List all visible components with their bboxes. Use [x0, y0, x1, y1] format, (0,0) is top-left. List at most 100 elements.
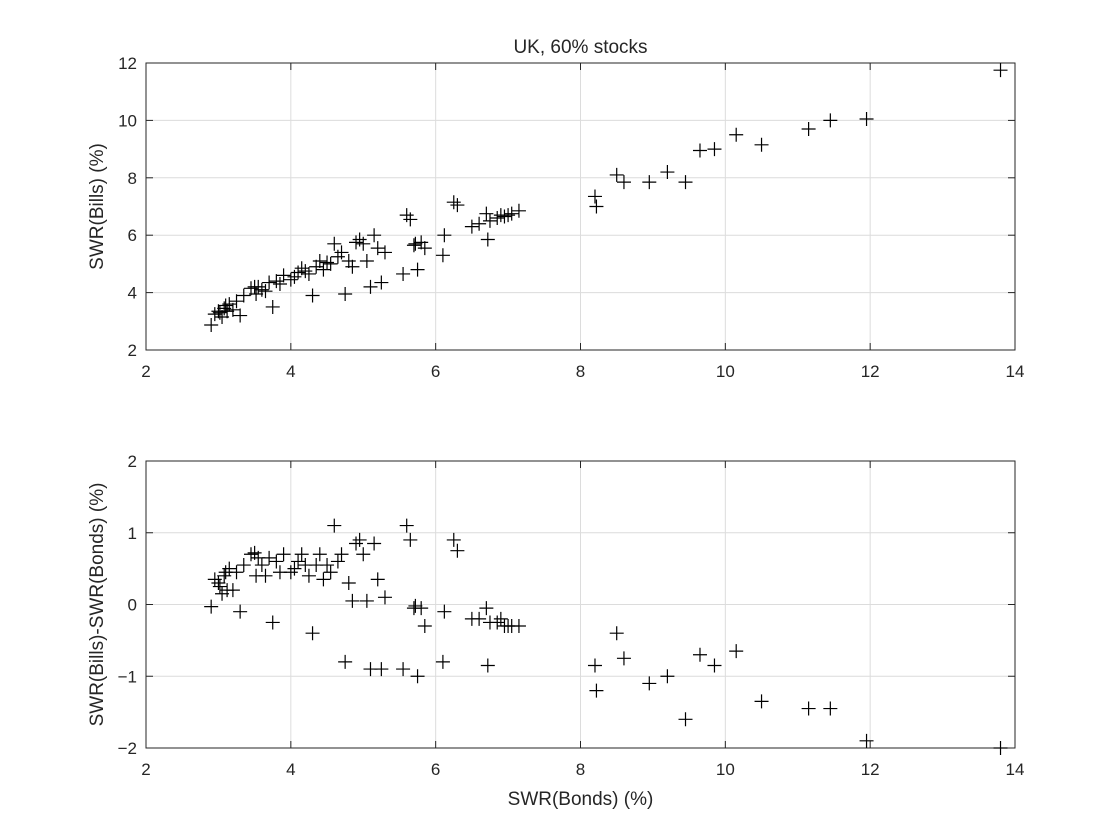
top-data-point: [464, 219, 479, 234]
bottom-y-tick-label: 0: [128, 596, 137, 615]
bottom-data-point: [345, 593, 360, 608]
top-data-point: [320, 255, 335, 270]
top-data-point: [225, 302, 240, 317]
top-data-point: [229, 294, 244, 309]
bottom-data-point: [287, 561, 302, 576]
bottom-data-point: [692, 647, 707, 662]
bottom-data-point: [589, 683, 604, 698]
bottom-data-point: [338, 654, 353, 669]
bottom-data-point: [217, 568, 232, 583]
top-data-point: [312, 254, 327, 269]
bottom-x-tick-label: 14: [1006, 760, 1025, 779]
bottom-data-point: [233, 604, 248, 619]
bottom-data-point: [294, 547, 309, 562]
bottom-data-point: [678, 712, 693, 727]
bottom-grid: [146, 461, 1015, 748]
bottom-data-point: [823, 701, 838, 716]
top-y-axis-label: SWR(Bills) (%): [87, 143, 108, 270]
bottom-data-point: [276, 547, 291, 562]
top-data-point: [363, 279, 378, 294]
top-data-point: [204, 318, 219, 333]
top-data-point: [504, 206, 519, 221]
top-data-point: [410, 262, 425, 277]
bottom-data-point: [408, 598, 423, 613]
top-plot-title: UK, 60% stocks: [513, 37, 647, 58]
top-data-point: [251, 279, 266, 294]
bottom-data-point: [327, 518, 342, 533]
top-data-point: [220, 304, 235, 319]
top-data-point: [450, 198, 465, 213]
bottom-y-tick-label: −1: [118, 667, 137, 686]
top-data-point: [414, 235, 429, 250]
bottom-data-point: [642, 676, 657, 691]
top-data-point: [660, 165, 675, 180]
bottom-x-tick-label: 12: [861, 760, 880, 779]
top-data-point: [356, 236, 371, 251]
bottom-data-point: [609, 626, 624, 641]
bottom-data-point: [244, 547, 259, 562]
top-data-point: [269, 274, 284, 289]
top-x-tick-label: 2: [141, 362, 150, 381]
bottom-data-point: [493, 611, 508, 626]
bottom-data-point: [417, 619, 432, 634]
bottom-data-point: [330, 554, 345, 569]
top-data-point: [272, 276, 287, 291]
bottom-data-point: [236, 558, 251, 573]
top-data-point: [707, 142, 722, 157]
top-x-tick-label: 10: [716, 362, 735, 381]
top-data-point: [370, 241, 385, 256]
top-scatter-plot: UK, 60% stocks 2 4 6 8 10 12 14 2 4 6 8 10 12 SWR(Bi…: [87, 37, 1024, 381]
top-data-point: [345, 259, 360, 274]
bottom-data-point: [754, 694, 769, 709]
top-data-point: [403, 212, 418, 227]
top-data-point: [283, 272, 298, 287]
bottom-data-point: [801, 701, 816, 716]
bottom-data-point: [225, 583, 240, 598]
top-data-point: [490, 210, 505, 225]
top-data-point: [754, 137, 769, 152]
top-data-point: [678, 175, 693, 190]
bottom-data-point: [396, 662, 411, 677]
bottom-data-point: [729, 644, 744, 659]
bottom-data-point: [356, 547, 371, 562]
top-data-point: [435, 248, 450, 263]
top-x-tick-label: 6: [431, 362, 440, 381]
top-data-point: [446, 195, 461, 210]
bottom-x-tick-label: 6: [431, 760, 440, 779]
bottom-y-tick-label: 2: [128, 452, 137, 471]
bottom-data-point: [472, 611, 487, 626]
top-data-point: [729, 127, 744, 142]
bottom-data-point: [993, 741, 1008, 755]
bottom-y-tick-label: −2: [118, 739, 137, 758]
top-data-point: [236, 288, 251, 303]
top-data-point: [511, 203, 526, 218]
bottom-x-tick-label: 2: [141, 760, 150, 779]
bottom-data-point: [211, 575, 226, 590]
top-data-point: [294, 261, 309, 276]
bottom-data-point: [480, 658, 495, 673]
bottom-data-point: [660, 669, 675, 684]
top-data-point: [316, 262, 331, 277]
top-grid: [146, 63, 1015, 350]
bottom-data-point: [437, 604, 452, 619]
top-data-point: [334, 245, 349, 260]
bottom-data-point: [262, 550, 277, 565]
top-x-tick-label: 12: [861, 362, 880, 381]
bottom-x-tick-label: 10: [716, 760, 735, 779]
bottom-data-point: [212, 579, 227, 594]
bottom-data-point: [265, 615, 280, 630]
bottom-data-point: [305, 626, 320, 641]
top-y-tick-label: 6: [128, 226, 137, 245]
bottom-data-point: [349, 536, 364, 551]
top-y-tick-label: 2: [128, 341, 137, 360]
top-data-point: [327, 236, 342, 251]
bottom-data-point: [258, 568, 273, 583]
top-data-point: [323, 256, 338, 271]
top-data-point: [823, 113, 838, 128]
bottom-data-point: [222, 561, 237, 576]
bottom-data-point: [616, 651, 631, 666]
top-data-point: [262, 275, 277, 290]
top-ticks: 2 4 6 8 10 12 14 2 4 6 8 10 12: [118, 54, 1024, 381]
top-data-point: [233, 308, 248, 323]
